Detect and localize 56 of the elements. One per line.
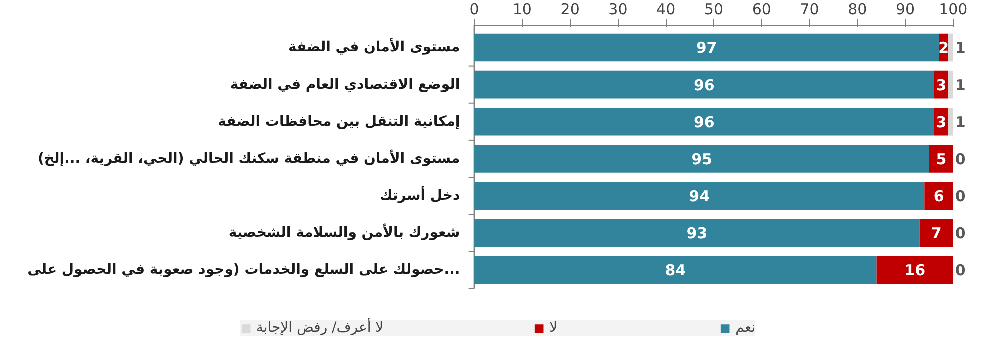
bar [474, 108, 934, 136]
data-label: 16 [904, 262, 926, 280]
data-label: 0 [955, 262, 966, 280]
bar [920, 219, 954, 248]
x-tick-label: 90 [896, 0, 916, 18]
x-tick-label: 80 [848, 0, 868, 18]
x-tick-label: 20 [560, 0, 580, 18]
bar [474, 70, 934, 99]
y-tick-label: مستوى الأمان في الضفة [288, 38, 460, 56]
y-tick-label: شعورك بالأمن والسلامة الشخصية [228, 223, 460, 242]
bar [474, 219, 920, 248]
data-label: 1 [955, 76, 966, 94]
x-tick-label: 50 [704, 0, 724, 18]
bar [474, 34, 940, 62]
x-tick-label: 30 [608, 0, 628, 18]
data-label: 1 [955, 113, 966, 132]
legend-label: لا [550, 320, 559, 336]
legend-label: نعم [736, 320, 756, 336]
data-label: 84 [665, 262, 686, 280]
x-tick-label: 10 [512, 0, 532, 18]
x-tick-label: 40 [656, 0, 676, 18]
data-label: 0 [955, 150, 966, 168]
data-label: 96 [694, 76, 715, 94]
data-label: 2 [938, 39, 950, 58]
data-label: 3 [936, 113, 947, 132]
y-tick-label: حصولك على السلع والخدمات (وجود صعوبة في الحصول على... [28, 262, 460, 278]
bar [929, 145, 954, 173]
data-label: 94 [689, 188, 710, 206]
bar [948, 34, 954, 62]
x-tick-label: 100 [939, 0, 968, 18]
x-tick-label: 60 [752, 0, 772, 18]
bar [474, 256, 877, 284]
data-label: 96 [694, 113, 715, 132]
data-label: 1 [955, 39, 966, 58]
data-label: 7 [931, 224, 942, 243]
bar [474, 182, 925, 210]
y-tick-label: الوضع الاقتصادي العام في الضفة [230, 76, 460, 93]
bar [948, 70, 954, 99]
x-tick-label: 0 [470, 0, 480, 18]
bar [924, 182, 954, 210]
y-tick-label: مستوى الأمان في منطقة سكنك الحالي (الحي، القرية، ...إلخ) [38, 148, 460, 167]
x-tick-label: 70 [800, 0, 820, 18]
data-label: 0 [955, 224, 966, 243]
data-label: 97 [696, 39, 718, 58]
data-label: 95 [692, 150, 712, 168]
data-label: 93 [686, 224, 708, 243]
bar [948, 108, 954, 136]
legend-label: لا أعرف/ رفض الإجابة [256, 320, 384, 336]
y-tick-label: دخل أسرتك [380, 186, 460, 204]
data-label: 0 [955, 188, 966, 206]
data-label: 6 [934, 188, 944, 206]
y-tick-label: إمكانية التنقل بين محافظات الضفة [218, 114, 460, 130]
data-label: 3 [936, 76, 947, 94]
data-label: 5 [936, 150, 947, 168]
bar [876, 256, 954, 284]
bar [474, 145, 930, 173]
